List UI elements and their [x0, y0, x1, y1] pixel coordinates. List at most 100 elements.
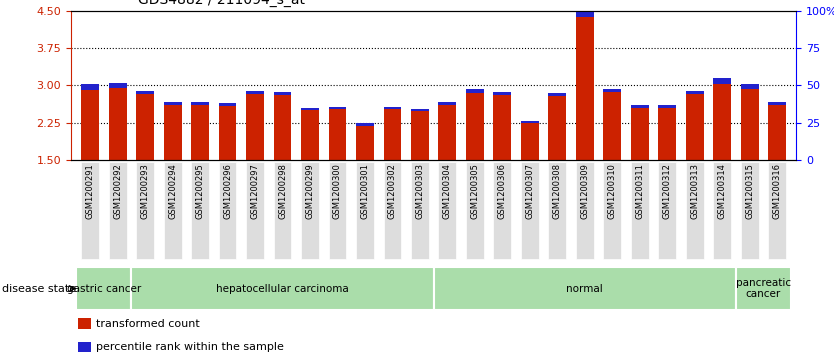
Bar [768, 102, 786, 105]
Bar [329, 162, 346, 259]
Bar [576, 17, 594, 160]
Text: hepatocellular carcinoma: hepatocellular carcinoma [216, 284, 349, 294]
Text: GSM1200307: GSM1200307 [525, 163, 535, 219]
Bar [108, 83, 127, 88]
Text: percentile rank within the sample: percentile rank within the sample [96, 342, 284, 352]
Bar [131, 267, 434, 310]
Text: GSM1200315: GSM1200315 [746, 163, 754, 219]
Text: GSM1200299: GSM1200299 [305, 163, 314, 219]
Bar [219, 162, 237, 259]
Bar [466, 93, 484, 160]
Bar [301, 110, 319, 160]
Bar [246, 91, 264, 94]
Bar [78, 342, 91, 352]
Bar [768, 105, 786, 160]
Bar [163, 162, 182, 259]
Text: GSM1200312: GSM1200312 [663, 163, 672, 219]
Bar [191, 102, 209, 105]
Bar [603, 92, 621, 160]
Bar [384, 162, 401, 259]
Bar [549, 162, 566, 259]
Text: GSM1200301: GSM1200301 [360, 163, 369, 219]
Bar [356, 123, 374, 126]
Bar [631, 107, 649, 160]
Bar [219, 103, 237, 106]
Bar [301, 162, 319, 259]
Text: GSM1200314: GSM1200314 [718, 163, 726, 219]
Bar [439, 162, 456, 259]
Text: normal: normal [566, 284, 603, 294]
Text: transformed count: transformed count [96, 318, 200, 329]
Bar [549, 96, 566, 160]
Bar [658, 107, 676, 160]
Bar [301, 107, 319, 110]
Bar [81, 84, 99, 90]
Text: GSM1200304: GSM1200304 [443, 163, 452, 219]
Bar [384, 109, 401, 160]
Bar [81, 90, 99, 160]
Bar [736, 267, 791, 310]
Bar [136, 91, 154, 94]
Text: GSM1200297: GSM1200297 [250, 163, 259, 219]
Bar [356, 126, 374, 160]
Bar [108, 88, 127, 160]
Bar [246, 162, 264, 259]
Bar [603, 89, 621, 92]
Text: GSM1200308: GSM1200308 [553, 163, 562, 219]
Bar [163, 105, 182, 160]
Bar [219, 106, 237, 160]
Bar [136, 94, 154, 160]
Text: gastric cancer: gastric cancer [67, 284, 141, 294]
Bar [658, 105, 676, 107]
Bar [411, 109, 429, 111]
Bar [741, 89, 759, 160]
Text: GSM1200294: GSM1200294 [168, 163, 177, 219]
Bar [741, 84, 759, 89]
Text: GSM1200298: GSM1200298 [278, 163, 287, 219]
Bar [494, 92, 511, 95]
Bar [549, 93, 566, 96]
Text: GSM1200296: GSM1200296 [223, 163, 232, 219]
Text: GSM1200293: GSM1200293 [141, 163, 149, 219]
Bar [466, 162, 484, 259]
Text: GSM1200313: GSM1200313 [691, 163, 699, 219]
Bar [274, 95, 291, 160]
Bar [686, 94, 704, 160]
Bar [768, 162, 786, 259]
Bar [191, 105, 209, 160]
Bar [631, 162, 649, 259]
Bar [274, 92, 291, 95]
Bar [521, 122, 539, 160]
Text: GSM1200306: GSM1200306 [498, 163, 507, 219]
Bar [494, 95, 511, 160]
Bar [713, 84, 731, 160]
Bar [384, 107, 401, 109]
Bar [466, 89, 484, 93]
Bar [78, 318, 91, 329]
Bar [136, 162, 154, 259]
Bar [603, 162, 621, 259]
Bar [713, 78, 731, 84]
Text: GSM1200316: GSM1200316 [773, 163, 781, 219]
Bar [686, 162, 704, 259]
Bar [411, 111, 429, 160]
Bar [686, 91, 704, 94]
Bar [163, 102, 182, 105]
Text: GSM1200303: GSM1200303 [415, 163, 425, 219]
Text: GSM1200300: GSM1200300 [333, 163, 342, 219]
Bar [411, 162, 429, 259]
Bar [521, 121, 539, 122]
Bar [329, 109, 346, 160]
Text: GSM1200292: GSM1200292 [113, 163, 122, 219]
Bar [77, 267, 131, 310]
Text: GSM1200305: GSM1200305 [470, 163, 480, 219]
Bar [658, 162, 676, 259]
Text: disease state: disease state [2, 284, 76, 294]
Bar [576, 162, 594, 259]
Text: GSM1200302: GSM1200302 [388, 163, 397, 219]
Bar [631, 105, 649, 107]
Bar [741, 162, 759, 259]
Bar [329, 107, 346, 109]
Text: GSM1200310: GSM1200310 [608, 163, 617, 219]
Bar [713, 162, 731, 259]
